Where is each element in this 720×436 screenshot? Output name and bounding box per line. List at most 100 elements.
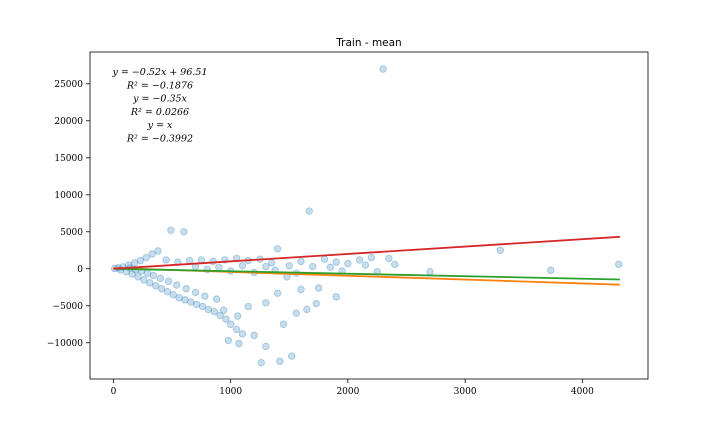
scatter-point [367,253,376,262]
scatter-point [235,339,243,348]
scatter-point [262,299,270,307]
scatter-point [187,298,195,306]
scatter-point [142,253,150,262]
x-axis: 0 1000 2000 3000 4000 [111,379,594,397]
scatter-point [385,254,393,263]
scatter-point [173,281,181,289]
scatter-point [201,292,209,300]
plot-frame [89,51,649,380]
scatter-point [169,290,177,299]
scatter-point [262,342,270,351]
scatter-point [238,262,247,270]
x-tick-label: 4000 [571,387,594,397]
scatter-point [309,262,317,271]
scatter-point [162,256,170,264]
scatter-point [257,359,265,367]
scatter-point [234,312,242,320]
chart-title: Train - mean [335,37,401,49]
scatter-point [614,260,623,269]
scatter-point [149,271,157,280]
scatter-point [303,305,311,314]
y-tick-label: 0 [77,265,83,275]
scatter-point [215,263,223,271]
x-tick-label: 0 [111,387,117,397]
scatter-point [151,282,160,290]
scatter-point [191,288,200,297]
scatter-point [216,311,224,320]
scatter-point [244,302,252,311]
scatter-point [232,325,241,334]
scatter-point [273,245,282,253]
x-tick-label: 3000 [454,387,477,397]
annotation-line: R² = −0.1876 [126,80,193,91]
scatter-point [305,207,313,215]
scatter-point [250,331,258,340]
scatter-point [276,357,284,365]
x-tick-label: 2000 [336,387,359,397]
scatter-point [238,330,247,338]
scatter-point [192,300,201,308]
scatter-point [285,262,293,270]
annotation-line: y = −0.35x [132,94,187,105]
scatter-point [163,288,172,296]
y-tick-label: 15000 [54,154,83,164]
scatter-point [332,293,340,301]
scatter-point [210,307,218,316]
scatter-point [312,299,320,308]
scatter-point [128,270,136,278]
scatter-point [226,320,235,328]
scatter-point [140,276,148,284]
scatter-point [156,274,165,283]
scatter-point [279,320,288,328]
scatter-point [198,302,207,311]
scatter-point [297,257,305,266]
annotations: y = −0.52x + 96.51 R² = −0.1876 y = −0.35x… [111,67,207,145]
scatter-point [157,285,166,293]
y-tick-label: 10000 [54,191,83,201]
scatter-point [268,259,276,267]
scatter-point [175,293,183,302]
fit-lines [113,235,620,286]
scatter-point [326,263,335,271]
annotation-line: R² = 0.0266 [130,107,189,118]
scatter-point [224,336,233,345]
scatter-point [164,277,173,286]
scatter-point [344,259,352,268]
y-tick-label: −5000 [53,302,84,312]
fit-line-3 [113,235,620,270]
scatter-point [146,279,154,287]
scatter-point [212,295,221,303]
scatter-point [361,261,370,269]
scatter-point [180,228,188,236]
scatter-point [355,256,364,264]
scatter-point [379,65,387,73]
scatter-point [426,268,434,276]
scatter-point [219,306,228,314]
x-tick-label: 1000 [219,387,242,397]
annotation-line: y = x [147,120,173,131]
scatter-point [287,352,296,360]
annotation-line: y = −0.52x + 96.51 [111,67,207,78]
scatter-point [167,226,175,234]
y-axis: −10000 −5000 0 5000 10000 15000 20000 25000 [47,80,90,349]
y-tick-label: −10000 [47,339,83,349]
scatter-point [148,250,156,258]
y-tick-label: 25000 [54,80,83,90]
plot-area [90,52,648,379]
scatter-point [320,255,329,263]
scatter-point [209,257,217,266]
scatter-point [130,259,139,267]
scatter-point [273,289,282,297]
scatter-point [332,258,340,266]
annotation-line: R² = −0.3992 [126,134,193,145]
scatter-point [292,309,301,317]
fit-line-2 [113,267,620,281]
scatter-point [181,296,189,304]
scatter-point [297,285,305,294]
scatter-point [182,285,190,293]
scatter-point [154,247,162,255]
y-tick-label: 20000 [54,117,83,127]
scatter-point [391,260,399,269]
scatter-point [547,266,555,274]
